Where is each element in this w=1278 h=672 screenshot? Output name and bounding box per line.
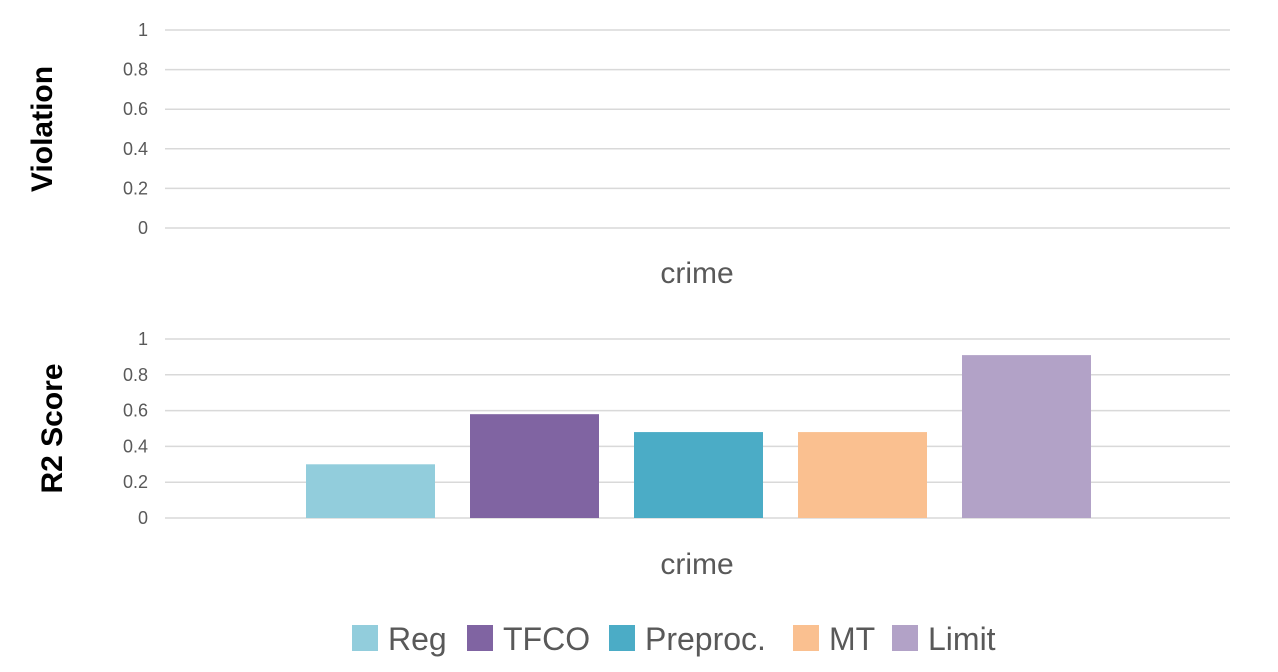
y-tick-label: 0.4 <box>123 436 148 456</box>
y-tick-label: 0.8 <box>123 60 148 80</box>
legend-swatch <box>793 625 819 651</box>
y-tick-label: 0.2 <box>123 472 148 492</box>
legend-label: TFCO <box>503 621 590 657</box>
y-tick-label: 0.4 <box>123 139 148 159</box>
y-tick-label: 0.6 <box>123 99 148 119</box>
y-tick-label: 0.8 <box>123 365 148 385</box>
bar-limit <box>962 355 1091 518</box>
y-tick-label: 0.2 <box>123 178 148 198</box>
y-tick-label: 1 <box>138 20 148 40</box>
bar-tfco <box>470 414 599 518</box>
y-tick-label: 0 <box>138 218 148 238</box>
legend-label: Preproc. <box>645 621 766 657</box>
bar-mt <box>798 432 927 518</box>
y-tick-label: 0 <box>138 508 148 528</box>
legend-swatch <box>352 625 378 651</box>
y-axis-label: R2 Score <box>36 363 69 493</box>
category-label: crime <box>660 257 733 290</box>
legend-swatch <box>467 625 493 651</box>
category-label: crime <box>660 548 733 581</box>
y-tick-label: 0.6 <box>123 401 148 421</box>
r2-score-panel: 0 0.2 0.4 0.6 0.8 1 R2 Score crime <box>36 329 1230 581</box>
legend-label: Reg <box>388 621 447 657</box>
legend: Reg TFCO Preproc. MT Limit <box>352 621 996 657</box>
bar-preproc <box>634 432 763 518</box>
legend-swatch <box>609 625 635 651</box>
legend-swatch <box>892 625 918 651</box>
y-tick-label: 1 <box>138 329 148 349</box>
legend-label: Limit <box>928 621 996 657</box>
bar-reg <box>306 464 435 518</box>
violation-panel: 0 0.2 0.4 0.6 0.8 1 Violation crime <box>26 20 1230 290</box>
legend-label: MT <box>829 621 875 657</box>
y-axis-label: Violation <box>26 66 59 192</box>
